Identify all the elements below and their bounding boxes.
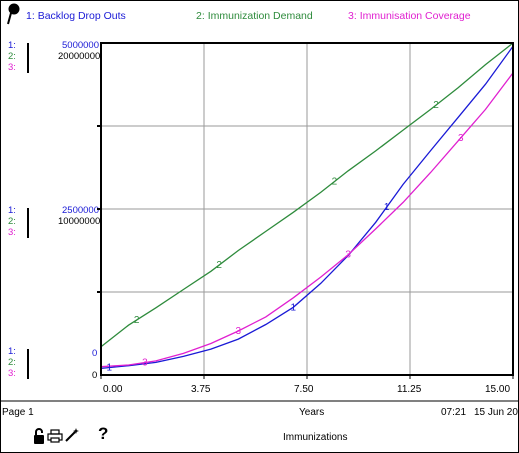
legend-item-immunisation-coverage: 3: Immunisation Coverage [348, 10, 471, 22]
legend-number: 2: [196, 10, 205, 22]
scale-prefix-1: 1: [8, 40, 16, 51]
scale-prefix-3: 3: [8, 368, 16, 379]
series-marker-1: 1 [106, 363, 112, 374]
x-tick-label: 11.25 [397, 384, 422, 395]
series-line-2 [100, 42, 514, 348]
x-tick-label: 0.00 [103, 384, 123, 395]
scale-bracket [27, 349, 29, 379]
series-marker-2: 2 [433, 100, 439, 111]
timestamp-time: 07:21 [441, 407, 467, 418]
x-axis-label: Years [299, 407, 325, 418]
series-marker-2: 2 [332, 177, 338, 188]
x-tick-label: 7.50 [294, 384, 314, 395]
scale-mid-2: 10000000 [58, 216, 101, 227]
legend-number: 1: [26, 10, 35, 22]
magic-wand-icon[interactable] [64, 427, 80, 448]
legend-label: Immunisation Coverage [359, 10, 471, 22]
help-icon[interactable]: ? [98, 424, 109, 443]
legend-label: Immunization Demand [207, 10, 313, 22]
legend-item-backlog-drop-outs: 1: Backlog Drop Outs [26, 10, 126, 22]
scale-prefix-3: 3: [8, 227, 16, 238]
legend-item-immunization-demand: 2: Immunization Demand [196, 10, 313, 22]
series-marker-2: 2 [134, 315, 140, 326]
scale-prefix-2: 2: [8, 51, 16, 62]
scale-bracket [27, 43, 29, 73]
scale-bracket [27, 208, 29, 238]
series-marker-3: 3 [458, 133, 464, 144]
scale-prefix-1: 1: [8, 205, 16, 216]
printer-icon[interactable] [47, 429, 63, 448]
series-marker-3: 3 [236, 326, 242, 337]
series-marker-2: 2 [216, 260, 222, 271]
scale-bottom-2: 0 [92, 370, 98, 381]
page-label[interactable]: Page 1 [2, 407, 34, 418]
scale-top-1: 5000000 [62, 40, 99, 51]
scale-mid-1: 2500000 [62, 205, 99, 216]
series-marker-1: 1 [384, 202, 390, 213]
series-marker-3: 3 [345, 250, 351, 261]
scale-prefix-2: 2: [8, 357, 16, 368]
series-lines [100, 42, 514, 370]
pin-icon[interactable] [7, 3, 21, 30]
scale-top-2: 20000000 [58, 51, 101, 62]
series-marker-1: 1 [290, 302, 296, 313]
scale-prefix-3: 3: [8, 62, 16, 73]
series-markers: 1 1 1 2 2 2 2 3 3 3 3 [106, 100, 464, 373]
scale-prefix-2: 2: [8, 216, 16, 227]
series-line-1 [100, 45, 514, 370]
lock-icon[interactable] [33, 427, 45, 450]
x-tick-label: 15.00 [485, 384, 511, 395]
legend-number: 3: [348, 10, 357, 22]
scale-prefix-1: 1: [8, 346, 16, 357]
plot-frame [100, 42, 514, 376]
legend-label: Backlog Drop Outs [37, 10, 126, 22]
chart-title: Immunizations [283, 432, 348, 443]
series-line-3 [100, 72, 514, 368]
x-tick-label: 3.75 [191, 384, 211, 395]
timestamp-date: 15 Jun 2005 [474, 407, 519, 418]
scale-bottom-1: 0 [92, 348, 98, 359]
series-marker-3: 3 [142, 358, 148, 369]
